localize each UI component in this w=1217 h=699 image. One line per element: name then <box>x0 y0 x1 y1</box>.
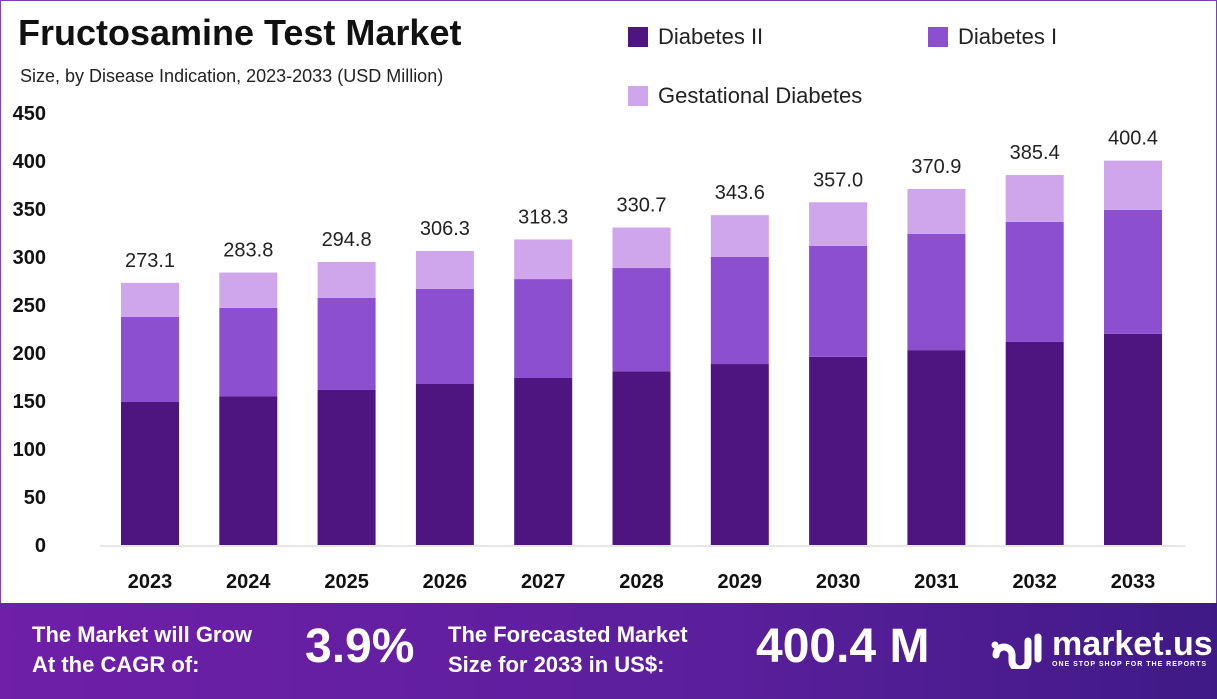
bar-gestational-diabetes-2029 <box>710 215 769 257</box>
y-tick-label: 150 <box>13 391 46 413</box>
bar-diabetes-i-2025 <box>317 297 376 390</box>
y-tick-label: 50 <box>24 487 46 509</box>
bar-gestational-diabetes-2033 <box>1104 160 1162 210</box>
bar-diabetes-ii-2025 <box>317 389 376 545</box>
x-tick-label: 2031 <box>914 571 959 593</box>
y-tick-label: 250 <box>13 295 46 317</box>
bar-gestational-diabetes-2024 <box>219 272 278 308</box>
bar-diabetes-i-2027 <box>514 279 573 378</box>
forecast-label-line: Size for 2033 in US$: <box>448 652 665 677</box>
x-tick-label: 2026 <box>423 571 468 593</box>
logo-name: market.us <box>1052 624 1213 663</box>
forecast-value: 400.4 M <box>756 620 930 673</box>
total-label: 294.8 <box>322 229 372 251</box>
total-label: 330.7 <box>616 195 666 217</box>
footer-banner: The Market will Grow At the CAGR of: 3.9… <box>0 603 1217 699</box>
bar-gestational-diabetes-2028 <box>612 227 671 269</box>
cagr-value: 3.9% <box>305 620 415 673</box>
x-tick-label: 2028 <box>619 571 664 593</box>
bar-gestational-diabetes-2030 <box>809 202 868 246</box>
bar-diabetes-ii-2031 <box>907 350 966 545</box>
bar-diabetes-i-2028 <box>612 268 671 372</box>
cagr-label-line: The Market will Grow <box>32 622 253 647</box>
forecast-label-line: The Forecasted Market <box>448 622 688 647</box>
bar-diabetes-ii-2029 <box>710 364 769 545</box>
total-label: 306.3 <box>420 218 470 240</box>
x-tick-label: 2032 <box>1012 571 1057 593</box>
total-label: 273.1 <box>125 250 175 272</box>
bar-diabetes-i-2029 <box>710 257 769 365</box>
y-tick-label: 350 <box>13 199 46 221</box>
total-label: 370.9 <box>911 156 961 178</box>
legend-swatch <box>928 27 948 47</box>
y-tick-label: 450 <box>13 103 46 125</box>
legend-item-diabetes-i: Diabetes I <box>928 24 1057 50</box>
y-tick-label: 400 <box>13 151 46 173</box>
legend-label: Diabetes II <box>658 24 764 49</box>
bar-diabetes-ii-2033 <box>1104 333 1162 545</box>
bar-diabetes-ii-2024 <box>219 396 278 545</box>
bar-gestational-diabetes-2026 <box>415 250 474 289</box>
legend-swatch <box>628 86 648 106</box>
x-tick-label: 2024 <box>226 571 271 593</box>
bar-diabetes-i-2031 <box>907 233 966 351</box>
legend-label: Diabetes I <box>958 24 1058 49</box>
x-tick-label: 2033 <box>1111 571 1156 593</box>
total-label: 318.3 <box>518 206 568 228</box>
legend-swatch <box>628 27 648 47</box>
forecast-label: The Forecasted Market Size for 2033 in U… <box>448 620 688 680</box>
cagr-label-line: At the CAGR of: <box>32 652 200 677</box>
bar-diabetes-ii-2027 <box>514 377 573 545</box>
bar-diabetes-i-2024 <box>219 307 278 397</box>
market-us-logo: market.us ONE STOP SHOP FOR THE REPORTS <box>990 625 1213 669</box>
bar-diabetes-ii-2030 <box>809 356 868 545</box>
logo-icon <box>991 633 1042 669</box>
x-tick-label: 2025 <box>324 571 369 593</box>
bar-gestational-diabetes-2032 <box>1005 175 1064 222</box>
bar-diabetes-i-2023 <box>121 317 179 402</box>
bar-diabetes-ii-2028 <box>612 371 671 545</box>
cagr-label: The Market will Grow At the CAGR of: <box>32 620 252 680</box>
bar-gestational-diabetes-2023 <box>121 282 179 317</box>
chart-plot: 0 50 100 150 200 250 300 350 400 450 273.1 2023 283.… <box>13 103 1185 593</box>
legend-item-diabetes-ii: Diabetes II <box>628 24 763 50</box>
bar-diabetes-ii-2026 <box>415 384 474 545</box>
bar-gestational-diabetes-2027 <box>514 239 573 280</box>
x-tick-label: 2023 <box>128 571 173 593</box>
total-label: 357.0 <box>813 169 863 191</box>
x-tick-label: 2027 <box>521 571 566 593</box>
logo-tagline: ONE STOP SHOP FOR THE REPORTS <box>1052 660 1208 668</box>
bar-gestational-diabetes-2025 <box>317 261 376 298</box>
bar-diabetes-ii-2032 <box>1005 341 1064 545</box>
total-label: 283.8 <box>223 240 273 262</box>
chart-title: Fructosamine Test Market <box>18 12 462 53</box>
bar-gestational-diabetes-2031 <box>907 188 966 234</box>
y-tick-label: 300 <box>13 247 46 269</box>
bar-diabetes-i-2026 <box>415 288 474 385</box>
legend-label: Gestational Diabetes <box>658 83 863 108</box>
bar-diabetes-i-2030 <box>809 245 868 357</box>
y-tick-label: 100 <box>13 439 46 461</box>
bar-diabetes-ii-2023 <box>121 401 179 545</box>
total-label: 343.6 <box>715 182 765 204</box>
y-tick-label: 200 <box>13 343 46 365</box>
bar-diabetes-i-2032 <box>1005 221 1064 342</box>
legend-item-gestational-diabetes: Gestational Diabetes <box>628 83 862 109</box>
x-tick-label: 2030 <box>816 571 861 593</box>
total-label: 400.4 <box>1108 128 1158 150</box>
y-tick-label: 0 <box>35 535 46 557</box>
bar-diabetes-i-2033 <box>1104 209 1162 334</box>
total-label: 385.4 <box>1010 142 1060 164</box>
x-tick-label: 2029 <box>718 571 763 593</box>
chart-subtitle: Size, by Disease Indication, 2023-2033 (… <box>20 66 444 86</box>
